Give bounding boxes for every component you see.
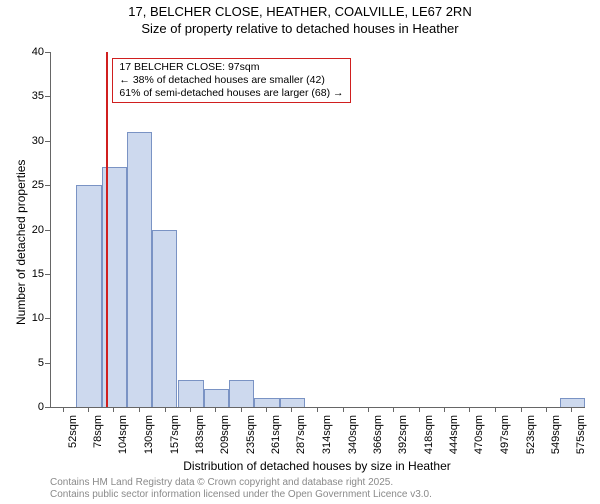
- x-tick-mark: [444, 407, 445, 412]
- x-tick-label: 183sqm: [194, 415, 206, 459]
- x-axis-title: Distribution of detached houses by size …: [50, 459, 584, 473]
- x-tick-label: 314sqm: [321, 415, 333, 459]
- histogram-bar: [560, 398, 585, 407]
- x-tick-label: 549sqm: [550, 415, 562, 459]
- x-tick-mark: [88, 407, 89, 412]
- footer-line-2: Contains public sector information licen…: [50, 489, 432, 501]
- y-tick-label: 5: [0, 357, 44, 369]
- x-tick-mark: [317, 407, 318, 412]
- x-tick-label: 78sqm: [92, 415, 104, 459]
- y-tick-mark: [45, 185, 50, 186]
- x-tick-label: 418sqm: [423, 415, 435, 459]
- x-tick-mark: [343, 407, 344, 412]
- x-tick-mark: [571, 407, 572, 412]
- y-tick-mark: [45, 96, 50, 97]
- histogram-bar: [102, 167, 127, 407]
- histogram-bar: [152, 230, 177, 408]
- x-tick-label: 261sqm: [270, 415, 282, 459]
- marker-annotation: 17 BELCHER CLOSE: 97sqm ← 38% of detache…: [112, 58, 350, 103]
- annotation-line-3: 61% of semi-detached houses are larger (…: [119, 87, 343, 100]
- histogram-bar: [254, 398, 279, 407]
- x-tick-label: 287sqm: [295, 415, 307, 459]
- y-tick-label: 15: [0, 268, 44, 280]
- x-tick-mark: [63, 407, 64, 412]
- x-tick-label: 523sqm: [525, 415, 537, 459]
- annotation-line-2: ← 38% of detached houses are smaller (42…: [119, 74, 343, 87]
- x-tick-label: 392sqm: [397, 415, 409, 459]
- x-tick-label: 235sqm: [245, 415, 257, 459]
- y-tick-label: 30: [0, 135, 44, 147]
- histogram-bar: [178, 380, 203, 407]
- x-tick-label: 209sqm: [219, 415, 231, 459]
- x-tick-mark: [546, 407, 547, 412]
- x-tick-mark: [495, 407, 496, 412]
- x-tick-mark: [190, 407, 191, 412]
- x-tick-label: 157sqm: [169, 415, 181, 459]
- x-tick-mark: [368, 407, 369, 412]
- x-tick-mark: [266, 407, 267, 412]
- chart-subtitle: Size of property relative to detached ho…: [0, 21, 600, 36]
- x-tick-label: 52sqm: [67, 415, 79, 459]
- property-marker-line: [106, 52, 108, 407]
- y-tick-mark: [45, 318, 50, 319]
- x-tick-mark: [469, 407, 470, 412]
- attribution-footer: Contains HM Land Registry data © Crown c…: [50, 477, 432, 501]
- x-tick-mark: [139, 407, 140, 412]
- histogram-bar: [204, 389, 229, 407]
- x-tick-mark: [521, 407, 522, 412]
- y-tick-mark: [45, 363, 50, 364]
- x-tick-label: 497sqm: [499, 415, 511, 459]
- x-tick-label: 470sqm: [473, 415, 485, 459]
- annotation-line-1: 17 BELCHER CLOSE: 97sqm: [119, 61, 343, 74]
- y-tick-label: 20: [0, 224, 44, 236]
- histogram-bar: [280, 398, 305, 407]
- x-tick-label: 444sqm: [448, 415, 460, 459]
- x-tick-mark: [291, 407, 292, 412]
- y-tick-label: 0: [0, 401, 44, 413]
- y-tick-label: 10: [0, 312, 44, 324]
- y-tick-mark: [45, 230, 50, 231]
- x-tick-label: 130sqm: [143, 415, 155, 459]
- y-tick-mark: [45, 274, 50, 275]
- chart-title-address: 17, BELCHER CLOSE, HEATHER, COALVILLE, L…: [0, 4, 600, 19]
- plot-area: [50, 52, 585, 408]
- x-tick-mark: [215, 407, 216, 412]
- x-tick-mark: [241, 407, 242, 412]
- histogram-bar: [127, 132, 152, 407]
- y-tick-mark: [45, 141, 50, 142]
- x-tick-label: 575sqm: [575, 415, 587, 459]
- y-tick-mark: [45, 52, 50, 53]
- footer-line-1: Contains HM Land Registry data © Crown c…: [50, 477, 432, 489]
- histogram-bar: [229, 380, 254, 407]
- x-tick-label: 104sqm: [117, 415, 129, 459]
- x-tick-mark: [165, 407, 166, 412]
- property-size-chart: 17, BELCHER CLOSE, HEATHER, COALVILLE, L…: [0, 4, 600, 504]
- x-tick-mark: [113, 407, 114, 412]
- x-tick-label: 366sqm: [372, 415, 384, 459]
- y-tick-mark: [45, 407, 50, 408]
- x-tick-label: 340sqm: [347, 415, 359, 459]
- histogram-bar: [76, 185, 101, 407]
- x-tick-mark: [393, 407, 394, 412]
- y-tick-label: 40: [0, 46, 44, 58]
- y-tick-label: 35: [0, 90, 44, 102]
- x-tick-mark: [419, 407, 420, 412]
- y-tick-label: 25: [0, 179, 44, 191]
